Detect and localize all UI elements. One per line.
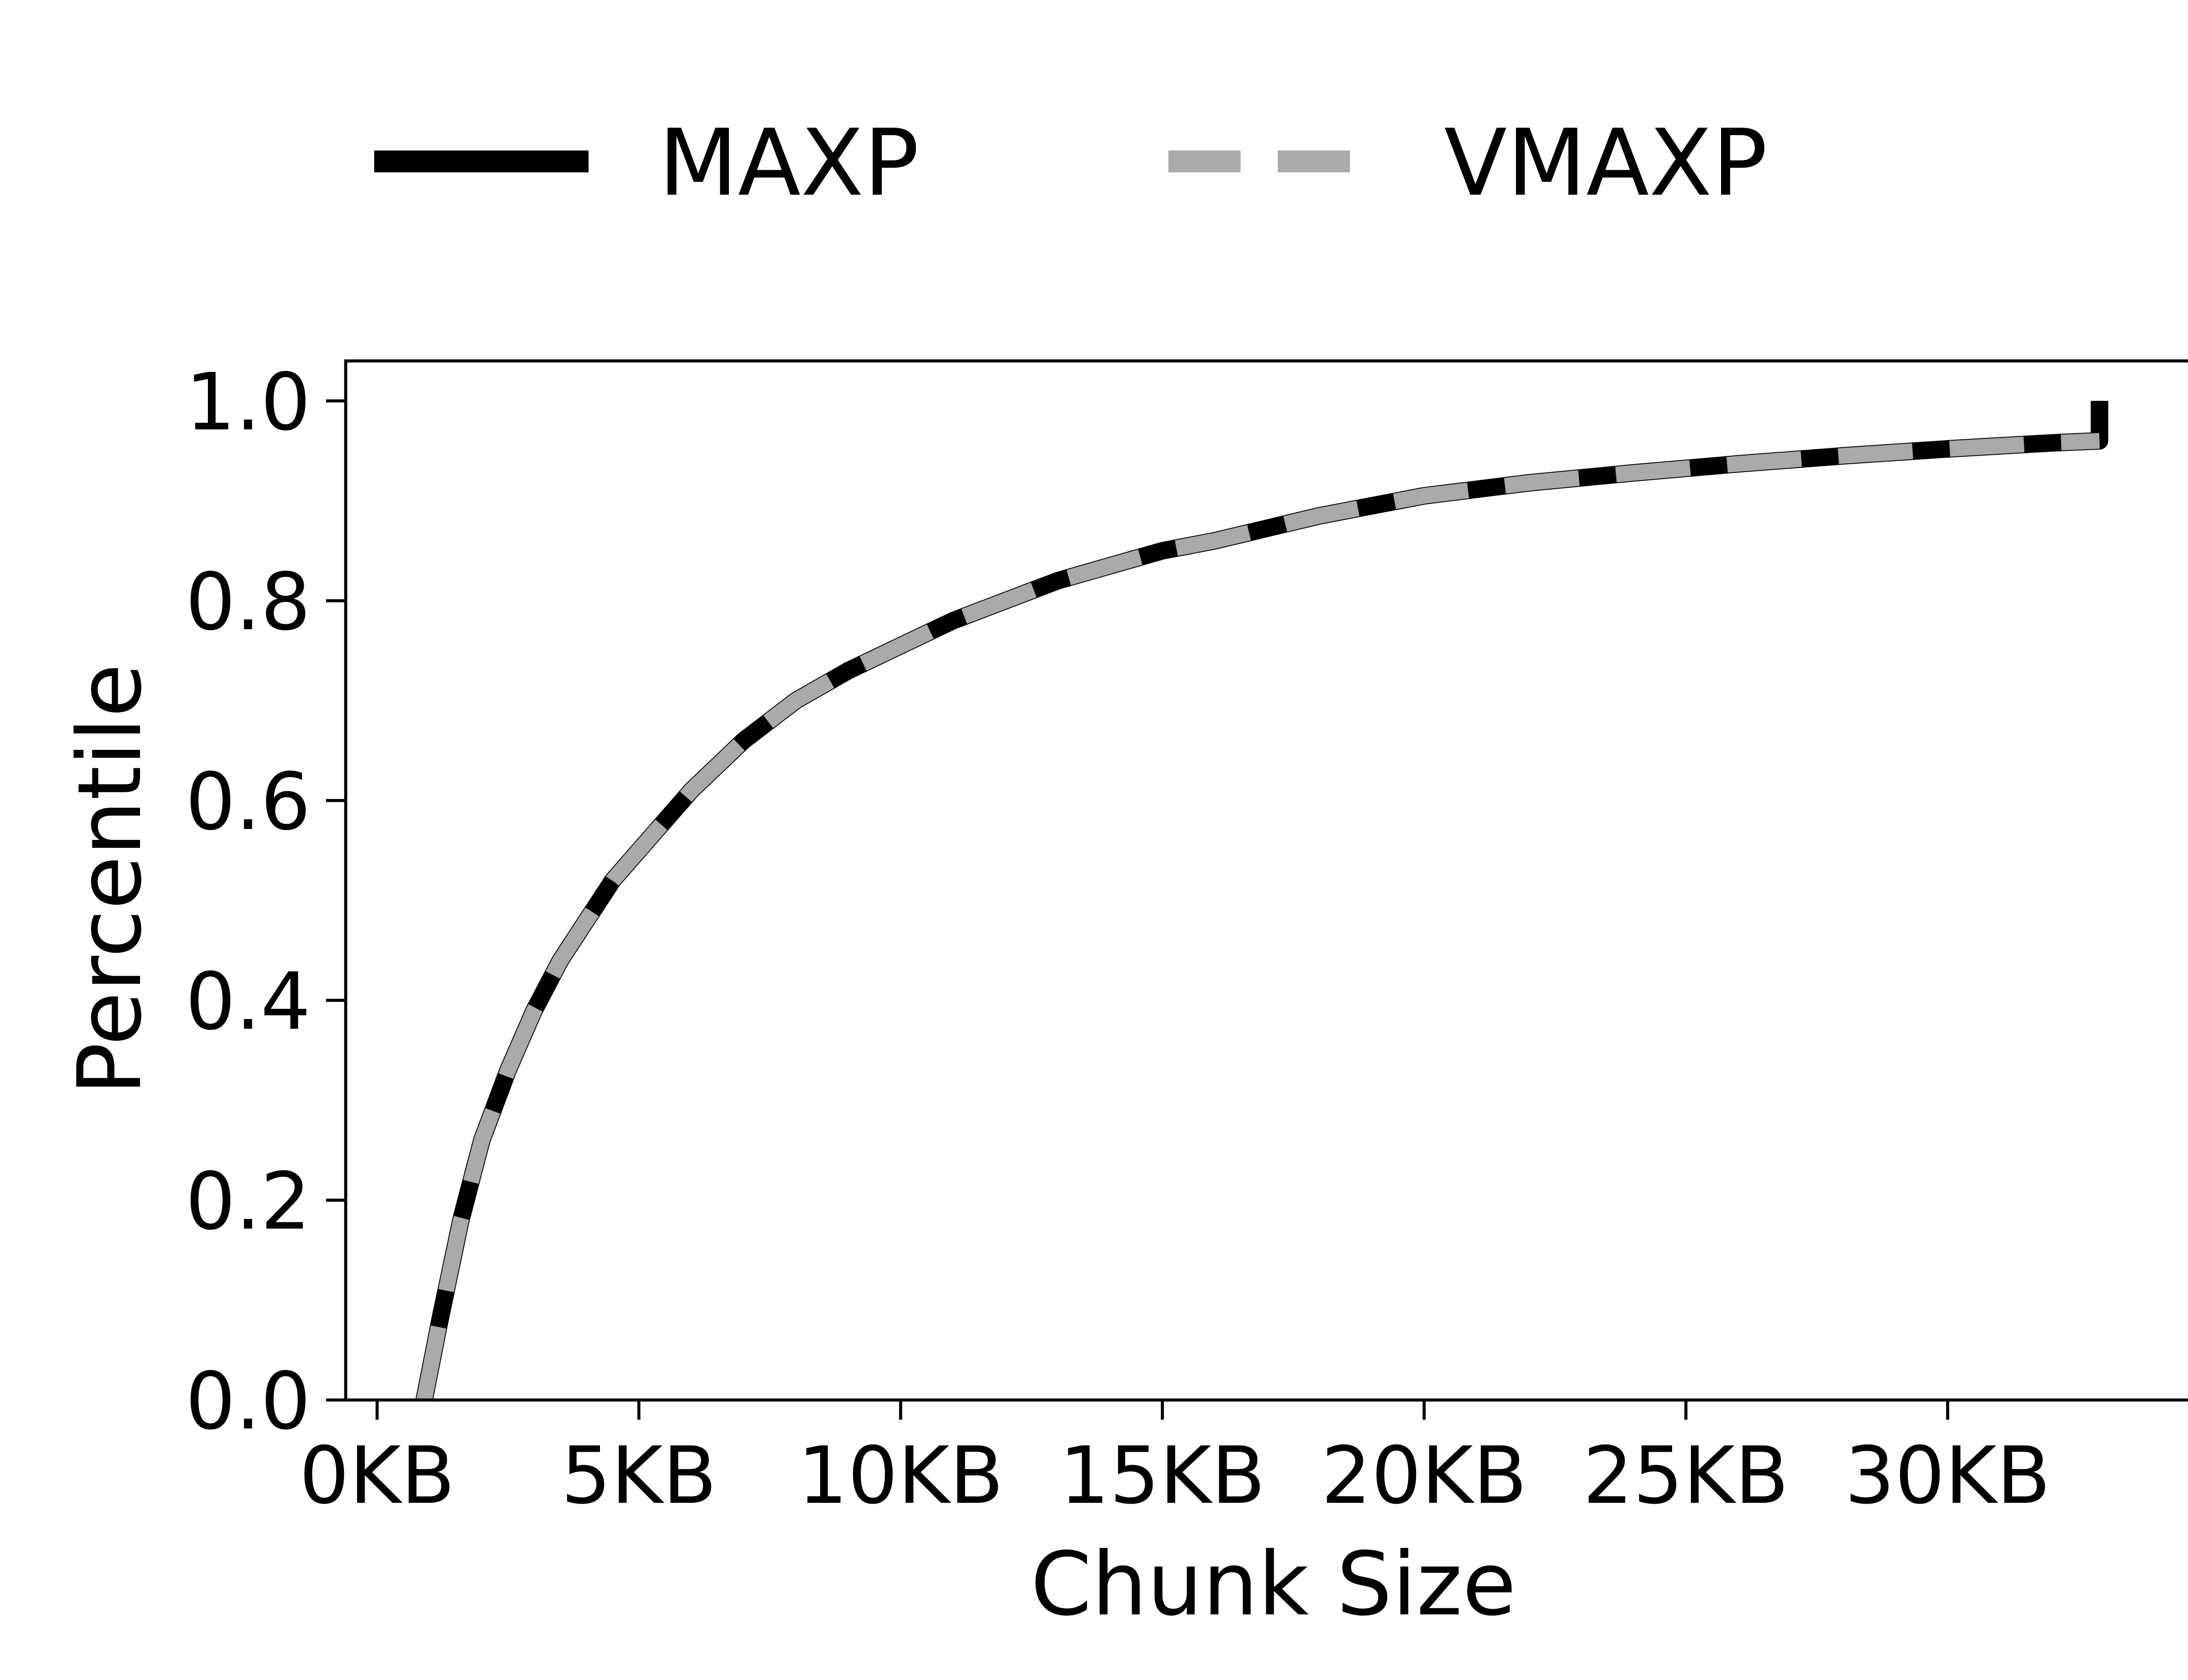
x-tick-label: 15KB [1059,1430,1266,1522]
x-tick-label: 25KB [1583,1430,1789,1522]
y-tick-label: 0.6 [186,756,311,848]
y-tick-label: 0.0 [186,1356,311,1447]
legend-label-maxp: MAXP [659,109,919,217]
legend: MAXP VMAXP [374,109,1767,217]
y-axis: 0.0 0.2 0.4 0.6 0.8 1.0 [186,357,346,1447]
x-tick-label: 30KB [1844,1430,2051,1522]
y-axis-label: Percentile [59,664,161,1096]
x-tick-label: 5KB [561,1430,717,1522]
x-axis-label: Chunk Size [1031,1533,1516,1635]
series-layer [415,401,2108,1402]
y-tick-label: 1.0 [186,357,311,448]
x-axis: 0KB 5KB 10KB 15KB 20KB 25KB 30KB [299,1400,2051,1522]
x-tick-label: 20KB [1321,1430,1527,1522]
series-line-vmaxp [416,433,2100,1402]
x-tick-label: 0KB [299,1430,455,1522]
y-tick-label: 0.8 [186,556,311,648]
x-tick-label: 10KB [798,1430,1004,1522]
legend-label-vmaxp: VMAXP [1444,109,1767,217]
plot-frame [344,359,2188,1402]
y-tick-label: 0.4 [186,956,311,1048]
y-tick-label: 0.2 [186,1156,311,1247]
